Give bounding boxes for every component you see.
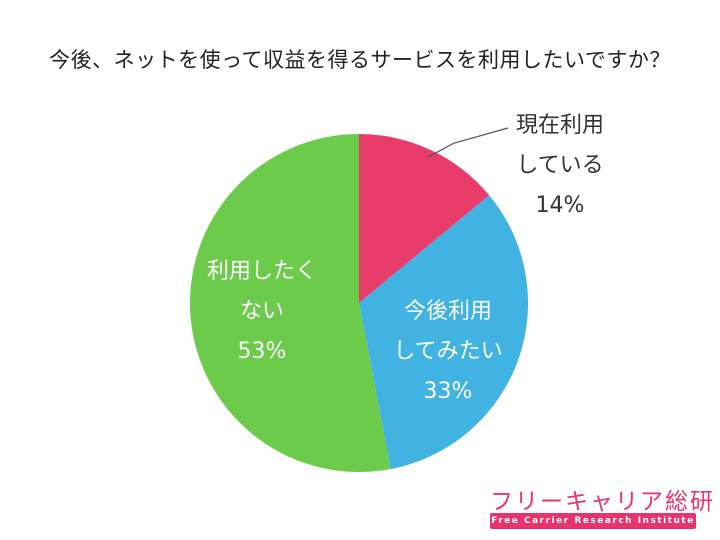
chart-title: 今後、ネットを使って収益を得るサービスを利用したいですか？ bbox=[49, 48, 671, 72]
slice-label-2: 今後利用してみたい 33% bbox=[393, 299, 502, 404]
brand-tagline: Free Carrier Research Institute bbox=[490, 513, 696, 529]
slice-label-line: 今後利用 bbox=[404, 299, 492, 324]
pie-slice-2 bbox=[359, 195, 529, 470]
slice-label-line: してみたい bbox=[393, 339, 502, 364]
slice-label-1: 現在利用している 14% bbox=[516, 113, 604, 218]
slice-labels: 現在利用している 14% 今後利用してみたい 33% 利用したくない 53% bbox=[207, 113, 604, 404]
brand-logo: フリーキャリア総研 Free Carrier Research Institut… bbox=[490, 482, 715, 532]
slice-value-1: 14% bbox=[536, 193, 585, 218]
slice-label-line: 利用したく bbox=[207, 259, 317, 284]
pie-slices bbox=[190, 134, 529, 472]
pie-slice-1 bbox=[359, 134, 490, 303]
slice-value-3: 53% bbox=[238, 339, 287, 364]
leader-line bbox=[427, 127, 509, 158]
leader-lines bbox=[427, 127, 509, 158]
brand-name: フリーキャリア総研 bbox=[490, 489, 715, 515]
slice-label-line: ない bbox=[240, 299, 284, 324]
slice-label-3: 利用したくない 53% bbox=[207, 259, 317, 364]
slice-label-line: している bbox=[516, 153, 603, 178]
pie-slice-3 bbox=[190, 134, 391, 472]
slice-value-2: 33% bbox=[424, 379, 473, 404]
slice-label-line: 現在利用 bbox=[516, 113, 604, 138]
